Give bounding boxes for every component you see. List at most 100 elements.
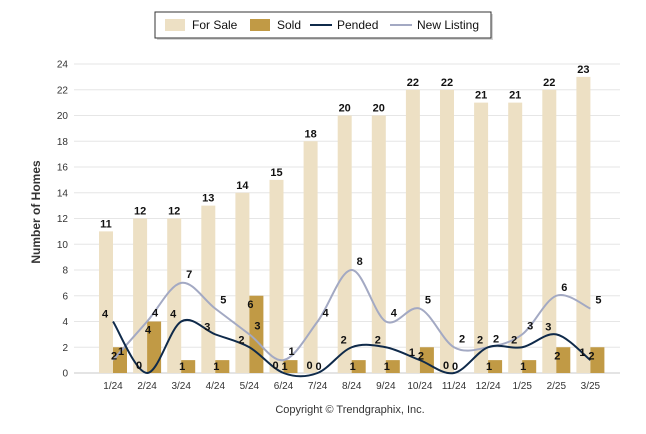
- bar-for-sale: [201, 205, 216, 373]
- sold-value-label: 0: [452, 361, 458, 373]
- pended-value-label: 2: [511, 334, 517, 346]
- legend-swatch: [250, 19, 270, 31]
- sold-value-label: 2: [418, 350, 424, 362]
- bar-for-sale: [167, 218, 182, 373]
- for-sale-value-label: 12: [134, 206, 146, 218]
- pended-value-label: 0: [272, 360, 278, 372]
- x-tick-label: 2/24: [137, 381, 157, 392]
- for-sale-value-label: 14: [236, 180, 249, 192]
- for-sale-value-label: 21: [475, 90, 487, 102]
- bar-sold: [385, 360, 400, 373]
- for-sale-value-label: 22: [407, 77, 419, 89]
- new-listing-value-label: 6: [561, 282, 567, 294]
- for-sale-value-label: 18: [304, 128, 316, 140]
- pended-value-label: 0: [443, 360, 449, 372]
- bar-for-sale: [99, 231, 113, 373]
- y-tick-label: 10: [57, 240, 69, 251]
- x-tick-label: 6/24: [274, 381, 294, 392]
- bar-for-sale: [542, 89, 557, 373]
- y-tick-label: 8: [62, 266, 68, 277]
- sold-value-label: 1: [350, 361, 356, 373]
- x-tick-label: 7/24: [308, 381, 328, 392]
- new-listing-value-label: 2: [493, 333, 499, 345]
- y-tick-label: 18: [57, 137, 69, 148]
- legend-label: Pended: [337, 18, 378, 32]
- bar-for-sale: [440, 89, 454, 373]
- y-tick-label: 22: [57, 85, 69, 96]
- bar-sold: [522, 360, 537, 373]
- new-listing-value-label: 8: [357, 256, 363, 268]
- x-tick-label: 3/25: [581, 381, 601, 392]
- bar-sold: [113, 347, 127, 373]
- bar-for-sale: [133, 218, 148, 373]
- bar-for-sale: [269, 179, 284, 373]
- x-tick-label: 3/24: [171, 381, 191, 392]
- bar-sold: [181, 360, 196, 373]
- y-tick-label: 6: [62, 291, 68, 302]
- bar-sold: [488, 360, 503, 373]
- bar-sold: [351, 360, 366, 373]
- bar-sold: [419, 347, 434, 373]
- bar-sold: [249, 295, 264, 373]
- new-listing-value-label: 2: [459, 333, 465, 345]
- x-tick-label: 5/24: [240, 381, 260, 392]
- x-tick-label: 4/24: [206, 381, 226, 392]
- bar-sold: [215, 360, 230, 373]
- new-listing-value-label: 5: [220, 295, 226, 307]
- pended-value-label: 1: [579, 347, 585, 359]
- bar-sold: [590, 347, 605, 373]
- for-sale-value-label: 20: [373, 103, 385, 115]
- legend-label: Sold: [277, 18, 301, 32]
- sold-value-label: 0: [316, 361, 322, 373]
- bar-for-sale: [508, 102, 523, 373]
- for-sale-value-label: 21: [509, 90, 521, 102]
- line-pended: [112, 319, 592, 378]
- y-tick-label: 16: [57, 163, 69, 174]
- sold-value-label: 4: [145, 325, 152, 337]
- x-tick-label: 1/24: [103, 381, 123, 392]
- new-listing-value-label: 4: [391, 308, 398, 320]
- pended-value-label: 0: [136, 360, 142, 372]
- sold-value-label: 2: [554, 350, 560, 362]
- new-listing-value-label: 5: [595, 295, 601, 307]
- x-tick-label: 9/24: [376, 381, 396, 392]
- for-sale-value-label: 11: [100, 218, 112, 230]
- for-sale-value-label: 22: [441, 77, 453, 89]
- bar-for-sale: [576, 76, 591, 373]
- legend-swatch: [165, 19, 185, 31]
- bar-for-sale: [337, 115, 352, 373]
- sold-value-label: 1: [179, 361, 185, 373]
- for-sale-value-label: 20: [339, 103, 351, 115]
- pended-value-label: 0: [307, 360, 313, 372]
- new-listing-value-label: 3: [527, 320, 533, 332]
- legend-label: For Sale: [192, 18, 238, 32]
- pended-value-label: 2: [477, 334, 483, 346]
- pended-value-label: 2: [341, 334, 347, 346]
- y-tick-label: 14: [57, 188, 69, 199]
- data-labels: 1124112404121471313514623151011800420128…: [100, 64, 601, 373]
- y-axis-label: Number of Homes: [29, 160, 43, 264]
- sold-value-label: 1: [520, 361, 526, 373]
- y-tick-label: 20: [57, 111, 69, 122]
- x-tick-label: 10/24: [407, 381, 432, 392]
- pended-value-label: 4: [102, 309, 109, 321]
- for-sale-value-label: 22: [543, 77, 555, 89]
- y-tick-label: 2: [62, 343, 68, 354]
- pended-value-label: 1: [409, 347, 415, 359]
- y-tick-label: 12: [57, 214, 69, 225]
- for-sale-value-label: 15: [270, 167, 282, 179]
- sold-value-label: 1: [384, 361, 390, 373]
- pended-value-label: 3: [545, 321, 551, 333]
- y-tick-label: 4: [62, 317, 68, 328]
- line-new-listing: [112, 268, 591, 362]
- sold-value-label: 2: [111, 350, 117, 362]
- lines: [112, 268, 592, 378]
- pended-value-label: 2: [238, 334, 244, 346]
- x-tick-label: 12/24: [476, 381, 501, 392]
- new-listing-value-label: 7: [186, 269, 192, 281]
- x-axis-ticks: 1/24 2/24 3/24 4/24 5/24 6/24 7/24 8/24 9/24 10/2…: [103, 381, 600, 392]
- sold-value-label: 1: [213, 361, 219, 373]
- new-listing-value-label: 1: [288, 346, 294, 358]
